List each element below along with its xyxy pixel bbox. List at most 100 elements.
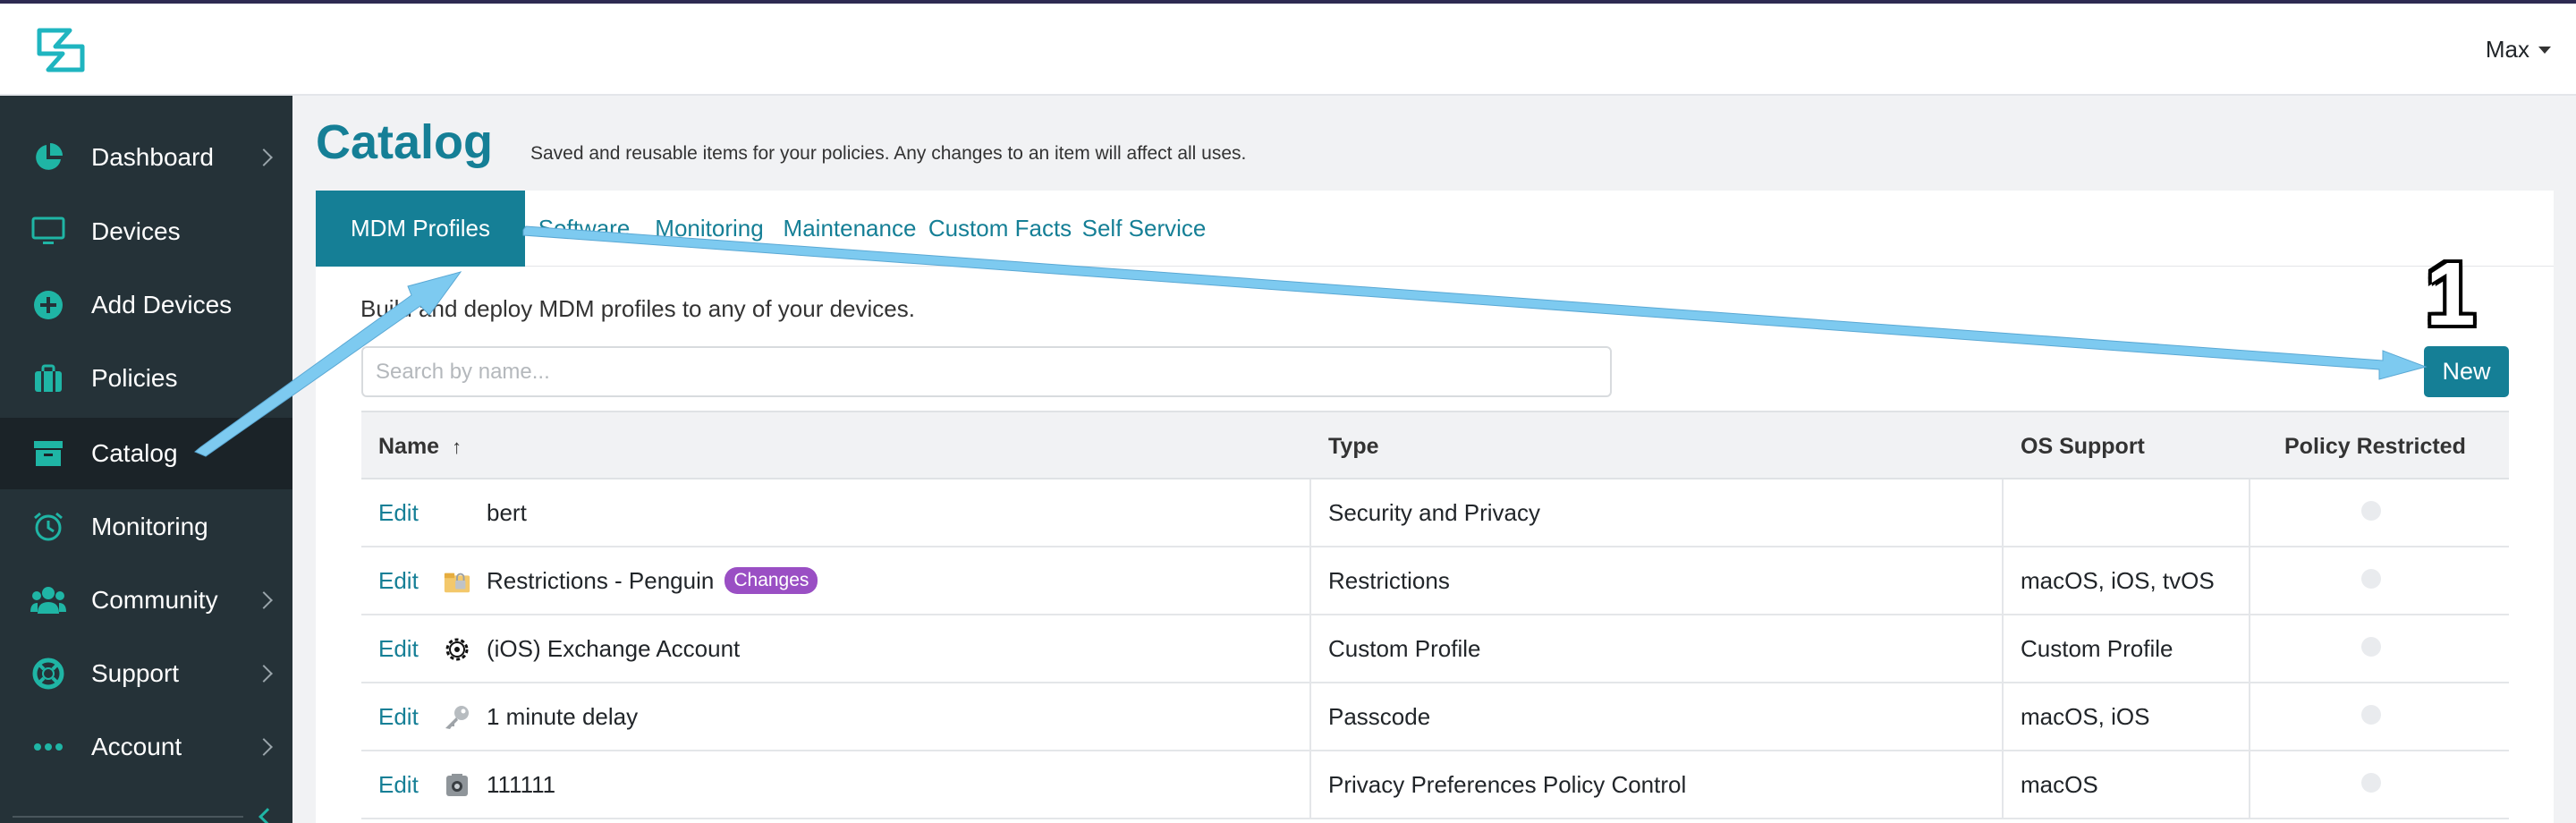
table-row[interactable]: Edit bert Security and Privacy <box>361 479 2509 547</box>
alarm-clock-icon <box>30 509 66 545</box>
tab-self-service[interactable]: Self Service <box>1081 215 1207 242</box>
life-ring-icon <box>30 656 66 691</box>
gear-icon <box>443 635 471 664</box>
archive-box-icon <box>30 436 66 471</box>
tab-maintenance[interactable]: Maintenance <box>783 215 917 242</box>
column-divider <box>2002 547 2004 615</box>
sidebar-item-account[interactable]: Account <box>0 711 292 783</box>
sidebar-item-support[interactable]: Support <box>0 638 292 709</box>
lock-folder-icon <box>443 567 471 596</box>
profile-os-support: macOS, iOS <box>2021 702 2150 730</box>
top-accent-line <box>0 0 2576 4</box>
column-divider <box>1309 479 1311 547</box>
edit-link[interactable]: Edit <box>378 498 419 526</box>
sidebar-item-catalog[interactable]: Catalog <box>0 418 292 489</box>
column-divider <box>2002 479 2004 547</box>
column-divider <box>1309 751 1311 819</box>
kandji-logo-icon[interactable] <box>36 27 89 73</box>
profile-type: Privacy Preferences Policy Control <box>1328 770 1687 798</box>
sidebar-item-label: Policies <box>91 364 178 392</box>
sidebar-item-label: Add Devices <box>91 291 233 318</box>
chevron-right-icon <box>255 665 273 683</box>
user-menu[interactable]: Max <box>2486 36 2551 64</box>
page-title: Catalog <box>316 115 494 169</box>
sidebar-item-label: Dashboard <box>91 143 214 171</box>
profiles-description: Build and deploy MDM profiles to any of … <box>360 295 915 322</box>
key-icon <box>443 703 471 732</box>
column-header-name[interactable]: Name ↑ <box>378 412 462 481</box>
user-name: Max <box>2485 36 2529 63</box>
edit-link[interactable]: Edit <box>378 702 419 730</box>
column-label: Name <box>378 434 440 459</box>
sidebar-item-label: Account <box>91 733 182 760</box>
caret-down-icon <box>2538 46 2551 54</box>
table-row[interactable]: Edit 1 minute delay Passcode macOS, iOS <box>361 683 2509 751</box>
column-divider <box>1309 547 1311 615</box>
sidebar-item-add-devices[interactable]: Add Devices <box>0 269 292 341</box>
tab-monitoring[interactable]: Monitoring <box>655 215 764 242</box>
column-header-type[interactable]: Type <box>1328 434 1379 459</box>
tab-mdm-profiles[interactable]: MDM Profiles <box>316 191 525 267</box>
sidebar-item-label: Community <box>91 586 218 614</box>
profile-os-support: macOS, iOS, tvOS <box>2021 566 2215 594</box>
sort-ascending-icon[interactable]: ↑ <box>452 435 462 458</box>
column-divider <box>2002 683 2004 751</box>
profile-name: bert <box>487 498 527 526</box>
sidebar-item-community[interactable]: Community <box>0 564 292 636</box>
new-profile-button[interactable]: New <box>2424 346 2509 397</box>
profile-name: (iOS) Exchange Account <box>487 634 741 662</box>
sidebar-item-label: Devices <box>91 217 181 245</box>
policy-restricted-indicator <box>2361 773 2381 793</box>
profile-os-support: macOS <box>2021 770 2098 798</box>
column-divider <box>2249 479 2250 547</box>
profile-type: Passcode <box>1328 702 1431 730</box>
chevron-right-icon <box>255 148 273 166</box>
sidebar: Dashboard Devices Add Devices Policies C… <box>0 96 292 823</box>
profile-type: Restrictions <box>1328 566 1450 594</box>
sidebar-item-monitoring[interactable]: Monitoring <box>0 491 292 563</box>
table-row[interactable]: Edit Restrictions - Penguin Changes Rest… <box>361 547 2509 615</box>
users-icon <box>30 582 66 618</box>
sidebar-item-devices[interactable]: Devices <box>0 196 292 267</box>
sidebar-item-label: Monitoring <box>91 513 208 540</box>
profile-name: 1 minute delay <box>487 702 639 730</box>
sidebar-item-dashboard[interactable]: Dashboard <box>0 122 292 193</box>
chevron-right-icon <box>255 738 273 756</box>
column-divider <box>2249 547 2250 615</box>
column-header-policy-restricted[interactable]: Policy Restricted <box>2284 434 2466 459</box>
profile-name: Restrictions - Penguin <box>487 566 715 594</box>
policy-restricted-indicator <box>2361 501 2381 521</box>
ellipsis-icon <box>30 729 66 765</box>
edit-link[interactable]: Edit <box>378 566 419 594</box>
tab-custom-facts[interactable]: Custom Facts <box>928 215 1072 242</box>
column-divider <box>1309 683 1311 751</box>
column-divider <box>2249 615 2250 683</box>
table-row[interactable]: Edit 111111 Privacy Preferences Policy C… <box>361 751 2509 819</box>
column-divider <box>2002 615 2004 683</box>
edit-link[interactable]: Edit <box>378 770 419 798</box>
column-divider <box>2002 751 2004 819</box>
profile-type: Custom Profile <box>1328 634 1481 662</box>
policy-restricted-indicator <box>2361 637 2381 657</box>
column-divider <box>2249 751 2250 819</box>
search-input[interactable] <box>361 346 1612 397</box>
changes-badge: Changes <box>724 567 818 594</box>
catalog-tabs: MDM Profiles Software Monitoring Mainten… <box>316 191 2554 267</box>
table-row[interactable]: Edit (iOS) Exchange Account Custom Profi… <box>361 615 2509 683</box>
sidebar-item-policies[interactable]: Policies <box>0 343 292 414</box>
sidebar-item-label: Catalog <box>91 439 178 467</box>
profile-os-support: Custom Profile <box>2021 634 2174 662</box>
policy-restricted-indicator <box>2361 569 2381 589</box>
briefcase-icon <box>30 361 66 396</box>
column-divider <box>1309 615 1311 683</box>
policy-restricted-indicator <box>2361 705 2381 725</box>
column-header-os-support[interactable]: OS Support <box>2021 434 2145 459</box>
chevron-right-icon <box>255 591 273 609</box>
page-subtitle: Saved and reusable items for your polici… <box>530 143 1247 164</box>
plus-circle-icon <box>30 287 66 323</box>
column-divider <box>2249 683 2250 751</box>
profile-type: Security and Privacy <box>1328 498 1540 526</box>
edit-link[interactable]: Edit <box>378 634 419 662</box>
tab-software[interactable]: Software <box>538 215 631 242</box>
table-header: Name ↑ Type OS Support Policy Restricted <box>361 411 2509 479</box>
